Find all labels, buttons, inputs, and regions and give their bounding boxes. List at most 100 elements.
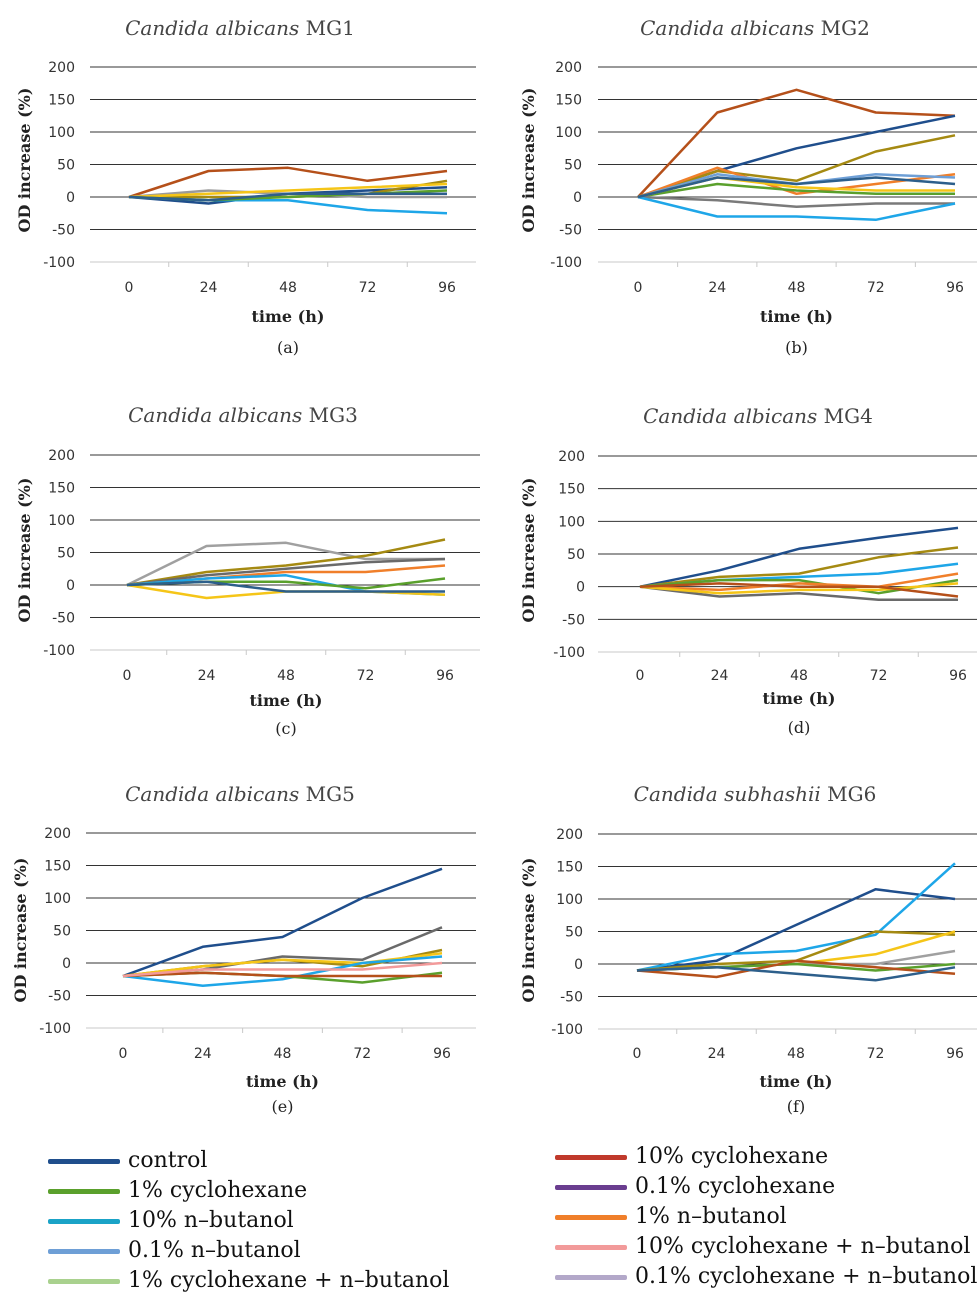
x-axis-label: time (h) — [760, 1072, 833, 1091]
y-tick-label: 0 — [574, 957, 583, 973]
y-tick-label: 50 — [565, 925, 583, 941]
legend-label: 1% cyclohexane — [128, 1178, 308, 1203]
legend-label: 0.1% cyclohexane + n–butanol — [635, 1264, 977, 1289]
x-tick-label: 96 — [946, 280, 964, 296]
series-line — [128, 182, 448, 199]
series-line — [637, 88, 956, 198]
series-line — [126, 538, 446, 587]
chart-title-italic: Candida albicans — [125, 16, 299, 40]
y-tick-label: 50 — [57, 546, 75, 562]
series-line — [637, 176, 956, 199]
legend-swatch — [555, 1155, 627, 1160]
series-line — [126, 557, 446, 587]
y-tick-label: 100 — [558, 514, 585, 530]
y-tick-label: 150 — [558, 482, 585, 498]
series-line — [639, 582, 959, 598]
panel-label: (f) — [787, 1097, 805, 1116]
y-tick-label: -50 — [52, 611, 75, 627]
series-line — [122, 955, 443, 988]
x-tick-label: 24 — [198, 668, 216, 684]
x-axis-label: time (h) — [760, 307, 833, 326]
y-tick-label: 200 — [48, 60, 75, 76]
legend-label: 0.1% cyclohexane — [635, 1174, 836, 1199]
y-tick-label: 100 — [48, 513, 75, 529]
y-tick-label: 100 — [44, 891, 71, 907]
series-line — [122, 961, 443, 978]
series-line — [126, 541, 445, 587]
y-tick-label: 200 — [44, 826, 71, 842]
y-axis-label: OD increase (%) — [15, 478, 34, 623]
y-tick-label: 150 — [44, 859, 71, 875]
y-tick-label: 150 — [48, 481, 75, 497]
legend-swatch — [48, 1279, 120, 1284]
x-tick-label: 48 — [788, 280, 806, 296]
y-tick-label: 50 — [564, 158, 582, 174]
y-tick-label: -100 — [43, 255, 75, 271]
y-tick-label: -50 — [559, 223, 582, 239]
y-tick-label: 150 — [555, 93, 582, 109]
series-line — [639, 582, 959, 595]
chart-panel: Candida albicans MG4 200 150 100 50 0 -50 -100 0… — [519, 404, 977, 737]
y-tick-label: -50 — [562, 612, 585, 628]
x-tick-label: 72 — [357, 668, 375, 684]
chart-panel: Candida albicans MG1 200 150 100 50 0 -50 -100 0… — [15, 16, 476, 357]
y-tick-label: 50 — [567, 547, 585, 563]
chart-title: Candida albicans MG1 — [125, 16, 355, 40]
legend-swatch — [48, 1249, 120, 1254]
x-axis-label: time (h) — [246, 1072, 319, 1091]
chart-title: Candida albicans MG4 — [643, 404, 873, 428]
x-tick-label: 96 — [433, 1046, 451, 1062]
x-tick-label: 0 — [633, 1046, 642, 1062]
y-tick-label: -50 — [560, 990, 583, 1006]
y-tick-label: 0 — [66, 190, 75, 206]
y-axis-label: OD increase (%) — [11, 858, 30, 1003]
x-tick-label: 24 — [711, 668, 729, 684]
x-tick-label: 0 — [634, 280, 643, 296]
y-tick-label: -100 — [551, 1022, 583, 1038]
y-tick-label: 200 — [555, 60, 582, 76]
x-axis-label: time (h) — [250, 691, 323, 710]
y-axis-label: OD increase (%) — [519, 858, 538, 1003]
chart-title-rest: MG4 — [817, 404, 873, 428]
chart-title-rest: MG5 — [299, 782, 355, 806]
chart-title-italic: Candida albicans — [125, 782, 299, 806]
y-tick-label: -100 — [553, 645, 585, 661]
chart-title-italic: Candida albicans — [643, 404, 817, 428]
chart-title-rest: MG6 — [821, 782, 877, 806]
legend-swatch — [555, 1185, 627, 1190]
x-tick-label: 0 — [119, 1046, 128, 1062]
x-tick-label: 48 — [790, 668, 808, 684]
series-line — [122, 971, 442, 978]
panel-label: (a) — [277, 338, 299, 357]
chart-title: Candida albicans MG5 — [125, 782, 355, 806]
legend-label: 1% n–butanol — [635, 1204, 787, 1229]
y-tick-label: 0 — [573, 190, 582, 206]
y-tick-label: 100 — [555, 125, 582, 141]
series-line — [636, 966, 956, 982]
y-tick-label: 100 — [556, 892, 583, 908]
series-line — [639, 546, 959, 588]
y-tick-label: 0 — [66, 578, 75, 594]
panel-label: (b) — [785, 338, 808, 357]
x-axis-label: time (h) — [252, 307, 325, 326]
chart-title-rest: MG3 — [302, 403, 358, 427]
chart-panel: Candida subhashii MG6 200 150 100 50 0 -50 -100… — [519, 782, 977, 1116]
y-tick-label: 100 — [48, 125, 75, 141]
y-tick-label: 50 — [57, 158, 75, 174]
chart-panel: Candida albicans MG2 200 150 100 50 0 -50 -100 0… — [519, 16, 977, 357]
series-line — [639, 526, 959, 588]
series-line — [637, 195, 955, 209]
y-tick-label: 50 — [53, 924, 71, 940]
y-tick-label: -100 — [550, 255, 582, 271]
chart-panel: Candida albicans MG5 200 150 100 50 0 -50 -100 0… — [11, 782, 476, 1116]
x-tick-label: 72 — [353, 1046, 371, 1062]
series-line — [637, 134, 956, 199]
x-tick-label: 96 — [436, 668, 454, 684]
y-tick-label: 0 — [576, 580, 585, 596]
x-tick-label: 96 — [438, 280, 456, 296]
y-tick-label: -50 — [48, 989, 71, 1005]
legend-label: 1% cyclohexane + n–butanol — [128, 1268, 450, 1293]
chart-title: Candida albicans MG3 — [128, 403, 358, 427]
y-tick-label: -100 — [43, 643, 75, 659]
panel-label: (c) — [275, 719, 296, 738]
